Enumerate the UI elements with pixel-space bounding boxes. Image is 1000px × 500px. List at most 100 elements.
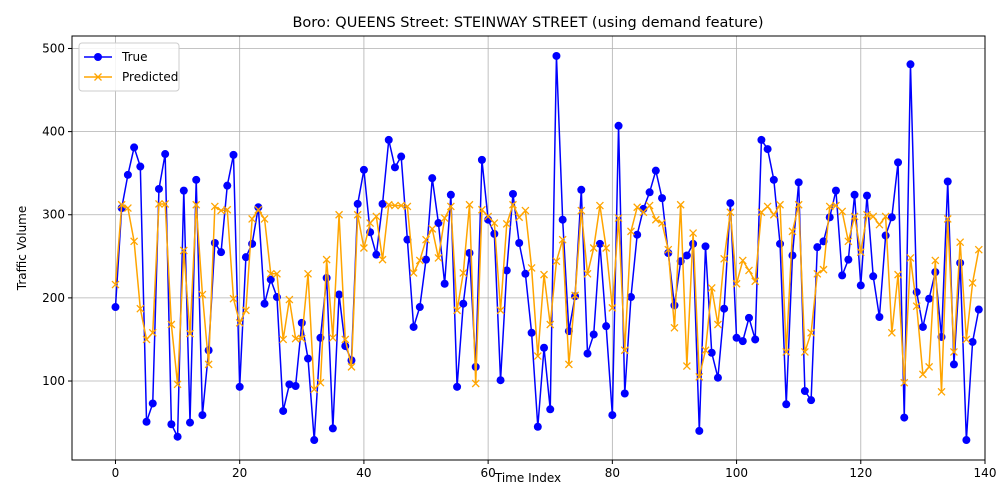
data-point-predicted <box>813 269 822 278</box>
data-point-true <box>906 60 915 69</box>
y-tick-label: 100 <box>42 374 65 388</box>
data-point-predicted <box>856 248 865 257</box>
data-point-predicted <box>738 256 747 265</box>
data-point-predicted <box>546 320 555 329</box>
data-point-true <box>552 51 561 60</box>
x-axis-label: Time Index <box>494 471 561 485</box>
data-point-true <box>943 177 952 186</box>
data-point-predicted <box>316 378 325 387</box>
data-point-true <box>856 281 865 290</box>
data-point-predicted <box>831 201 840 210</box>
data-point-true <box>707 348 716 357</box>
data-point-predicted <box>198 290 207 299</box>
data-point-predicted <box>583 269 592 278</box>
data-point-true <box>558 215 567 224</box>
data-point-true <box>130 143 139 152</box>
data-point-predicted <box>192 200 201 209</box>
data-point-true <box>192 175 201 184</box>
data-point-true <box>527 328 536 337</box>
data-point-true <box>515 239 524 248</box>
data-point-predicted <box>366 219 375 228</box>
data-point-predicted <box>533 352 542 361</box>
data-point-true <box>720 304 729 313</box>
data-point-predicted <box>807 328 816 337</box>
data-point-predicted <box>956 238 965 247</box>
data-point-predicted <box>154 199 163 208</box>
data-point-predicted <box>527 263 536 272</box>
data-point-predicted <box>384 200 393 209</box>
data-point-predicted <box>850 212 859 221</box>
data-point-predicted <box>732 279 741 288</box>
data-point-predicted <box>887 328 896 337</box>
data-point-predicted <box>540 270 548 279</box>
data-point-true <box>540 343 549 352</box>
data-point-predicted <box>248 214 257 223</box>
series-true <box>111 51 983 445</box>
data-point-predicted <box>943 214 952 223</box>
data-point-true <box>217 248 226 257</box>
data-point-true <box>695 426 704 435</box>
data-point-predicted <box>881 212 890 221</box>
data-point-predicted <box>894 270 903 279</box>
data-point-predicted <box>577 206 586 215</box>
data-point-predicted <box>477 205 486 214</box>
data-point-true <box>359 165 368 174</box>
data-point-predicted <box>235 318 244 327</box>
data-point-predicted <box>335 210 344 219</box>
series-layer <box>111 51 983 445</box>
data-point-predicted <box>434 254 443 262</box>
y-tick-label: 400 <box>42 125 65 139</box>
data-point-predicted <box>707 283 716 292</box>
data-point-predicted <box>906 254 915 262</box>
data-point-true <box>682 251 691 260</box>
y-tick-label: 500 <box>42 41 65 55</box>
data-point-predicted <box>148 328 157 337</box>
data-point-true <box>732 333 741 342</box>
data-point-predicted <box>552 257 561 266</box>
data-point-predicted <box>769 210 778 219</box>
data-point-predicted <box>167 320 176 329</box>
data-point-true <box>459 299 468 308</box>
data-point-predicted <box>776 200 785 209</box>
data-point-predicted <box>123 204 132 213</box>
data-point-predicted <box>328 333 337 342</box>
data-point-predicted <box>173 380 182 389</box>
data-point-true <box>328 424 337 433</box>
x-tick-label: 120 <box>849 466 872 480</box>
data-point-predicted <box>701 346 710 355</box>
y-tick-label: 300 <box>42 208 65 222</box>
data-point-predicted <box>608 303 617 312</box>
data-point-true <box>577 185 586 194</box>
data-point-predicted <box>788 227 797 236</box>
data-point-true <box>422 255 431 264</box>
data-point-true <box>800 386 809 395</box>
data-point-predicted <box>142 335 151 344</box>
data-point-predicted <box>260 214 269 223</box>
data-point-predicted <box>285 295 294 304</box>
data-point-predicted <box>931 256 940 265</box>
data-point-true <box>322 273 331 282</box>
data-point-true <box>210 239 219 248</box>
data-point-predicted <box>620 346 629 355</box>
data-point-true <box>378 199 387 208</box>
data-point-true <box>260 299 269 308</box>
data-point-predicted <box>695 372 704 381</box>
data-point-predicted <box>459 268 468 277</box>
x-axis-ticks: 0 20 40 60 80 100 120 140 <box>112 460 996 480</box>
data-point-predicted <box>490 219 499 228</box>
data-point-predicted <box>925 362 934 371</box>
data-point-true <box>148 399 157 408</box>
data-point-true <box>353 199 362 208</box>
data-point-true <box>403 235 412 244</box>
x-tick-label: 0 <box>112 466 120 480</box>
data-point-predicted <box>713 320 722 329</box>
data-point-true <box>136 162 145 171</box>
data-point-true <box>372 250 381 259</box>
data-point-true <box>769 175 778 184</box>
data-point-predicted <box>794 200 803 209</box>
data-point-predicted <box>639 208 648 217</box>
data-point-true <box>440 279 449 288</box>
data-point-true <box>949 360 958 369</box>
data-point-true <box>123 170 132 179</box>
